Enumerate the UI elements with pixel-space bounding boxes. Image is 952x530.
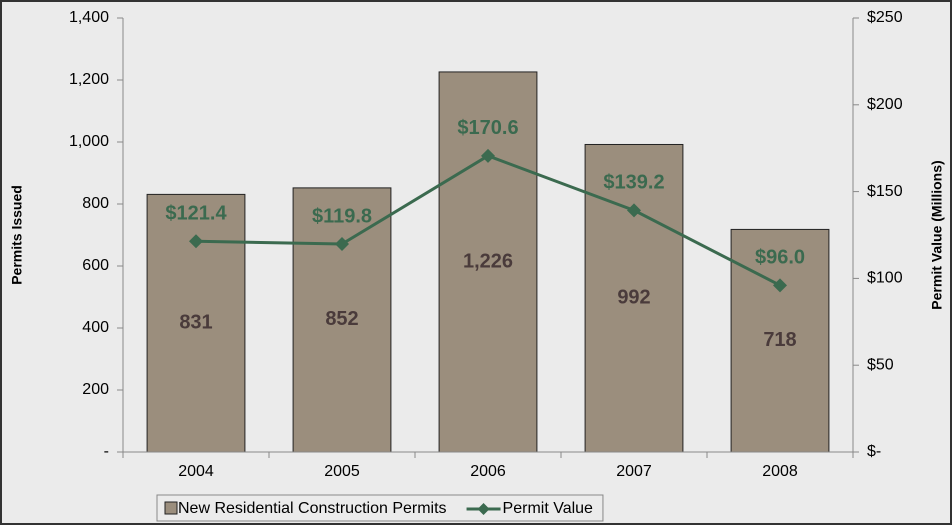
y-tick-label: -	[104, 443, 109, 460]
line-marker	[189, 234, 203, 249]
bar	[584, 143, 684, 453]
x-tick-label: 2004	[178, 463, 214, 480]
x-tick-label: 2007	[616, 463, 652, 480]
line-marker	[481, 148, 495, 163]
bar	[292, 187, 392, 453]
line-marker	[773, 278, 787, 293]
bar-value-label: 852	[325, 308, 358, 330]
y2-tick-label: $250	[867, 9, 903, 26]
y2-tick-label: $100	[867, 270, 903, 287]
y-tick-label: 400	[82, 319, 109, 336]
y2-tick-label: $150	[867, 183, 903, 200]
y-tick-label: 1,400	[69, 9, 109, 26]
line-marker	[627, 203, 641, 218]
legend-label: New Residential Construction Permits	[178, 500, 447, 517]
line-value-label: $96.0	[755, 247, 805, 269]
y2-axis-title: Permit Value (Millions)	[929, 160, 945, 309]
y2-tick-label: $-	[867, 443, 881, 460]
y-tick-label: 800	[82, 195, 109, 212]
x-tick-label: 2005	[324, 463, 360, 480]
legend-marker	[477, 503, 490, 515]
line-value-label: $139.2	[603, 172, 664, 194]
x-tick-label: 2006	[470, 463, 506, 480]
bar-value-label: 992	[617, 287, 650, 309]
bar-value-label: 1,226	[463, 250, 513, 272]
y2-tick-label: $50	[867, 356, 894, 373]
bar-value-label: 831	[179, 311, 212, 333]
y-tick-label: 200	[82, 381, 109, 398]
bar-value-label: 718	[763, 329, 796, 351]
y2-tick-label: $200	[867, 96, 903, 113]
y-tick-label: 1,000	[69, 133, 109, 150]
y-axis-title: Permits Issued	[9, 185, 25, 285]
bar	[438, 71, 538, 453]
y-tick-label: 1,200	[69, 71, 109, 88]
legend-label: Permit Value	[503, 500, 594, 517]
line-marker	[335, 237, 349, 252]
legend-swatch	[164, 501, 178, 515]
line-value-label: $121.4	[165, 203, 227, 225]
y-tick-label: 600	[82, 257, 109, 274]
line-value-label: $119.8	[312, 205, 372, 227]
x-tick-label: 2008	[762, 463, 798, 480]
legend	[156, 494, 604, 522]
line-value-label: $170.6	[457, 117, 518, 139]
bar	[730, 228, 830, 453]
